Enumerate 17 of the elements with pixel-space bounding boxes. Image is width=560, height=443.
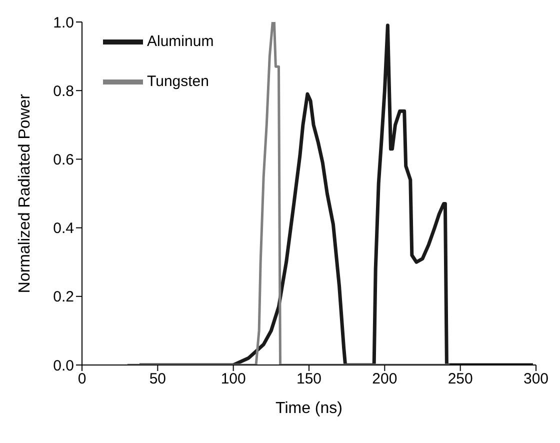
legend-label: Aluminum <box>147 32 214 50</box>
x-tick-label: 300 <box>523 370 549 388</box>
y-tick-label: 0.6 <box>53 152 74 169</box>
y-tick-label: 1.0 <box>53 14 74 32</box>
legend-label: Tungsten <box>147 72 209 90</box>
x-tick-label: 250 <box>448 370 473 388</box>
y-axis-title: Normalized Radiated Power <box>16 93 34 294</box>
x-tick-label: 50 <box>149 370 166 388</box>
x-axis-title: Time (ns) <box>276 400 342 417</box>
y-tick-label: 0.8 <box>53 82 74 100</box>
x-tick-label: 150 <box>296 370 322 388</box>
y-tick-label: 0.4 <box>53 220 74 238</box>
x-tick-label: 200 <box>372 370 398 388</box>
x-tick-label: 100 <box>220 370 246 388</box>
y-tick-label: 0.2 <box>53 288 74 306</box>
y-tick-label: 0.0 <box>53 357 74 374</box>
x-tick-label: 0 <box>78 370 86 388</box>
